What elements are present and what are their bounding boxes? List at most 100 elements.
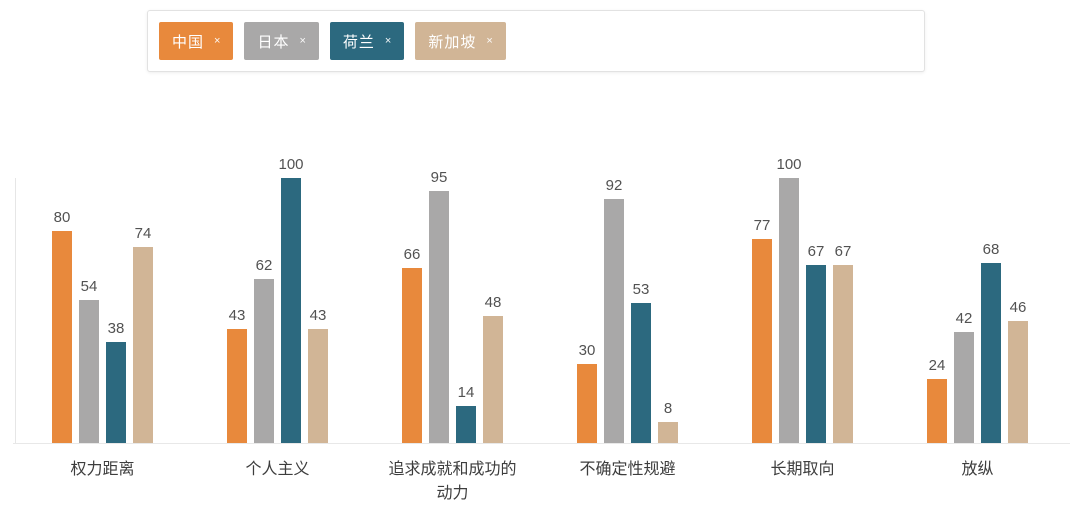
bar-group: 77 100 67 67 [715, 157, 890, 443]
bar [456, 405, 476, 443]
bar [483, 315, 503, 443]
bar-cell: 67 [833, 178, 853, 443]
legend-box: 中国 × 日本 × 荷兰 × 新加坡 × [147, 10, 925, 72]
bar-cell: 66 [402, 178, 422, 443]
bar [281, 178, 301, 443]
bar-value-label: 62 [255, 256, 273, 274]
legend-tag-label: 新加坡 [428, 33, 477, 51]
category-labels-row: 权力距离 个人主义 追求成就和成功的 动力 不确定性规避 长期取向 放纵 [15, 458, 1065, 506]
remove-icon[interactable]: × [384, 34, 392, 47]
bar-group: 66 95 14 48 [365, 170, 540, 443]
bar-value-label: 46 [1009, 299, 1027, 317]
legend-tag-4[interactable]: 新加坡 × [415, 22, 506, 60]
bar-groups-row: 80 54 38 74 43 62 100 43 66 95 14 48 30 92 53 8 77 100 67 6… [15, 157, 1065, 443]
y-axis-line [15, 178, 16, 443]
bar-value-label: 8 [663, 399, 673, 417]
bar-value-label: 68 [982, 240, 1000, 258]
category-label: 放纵 [961, 461, 994, 478]
bar-group: 30 92 53 8 [540, 178, 715, 443]
bar [806, 265, 826, 443]
bar-cell: 30 [577, 178, 597, 443]
bar-cell: 77 [752, 178, 772, 443]
category-label: 不确定性规避 [579, 461, 676, 478]
bar-value-label: 53 [632, 280, 650, 298]
bar [227, 329, 247, 443]
bar-cell: 38 [106, 178, 126, 443]
bar-value-label: 67 [807, 243, 825, 261]
bar-value-label: 30 [578, 341, 596, 359]
bar-cell: 95 [429, 170, 449, 443]
bar [779, 178, 799, 443]
bar [1008, 321, 1028, 443]
bar-value-label: 66 [403, 246, 421, 264]
bar-value-label: 100 [776, 156, 802, 173]
bar-value-label: 80 [53, 209, 71, 226]
bar [927, 379, 947, 443]
bar-cell: 100 [278, 157, 304, 443]
bar [79, 299, 99, 443]
bar-value-label: 24 [928, 357, 946, 375]
bar-cell: 80 [52, 178, 72, 443]
bar [133, 246, 153, 443]
bar-cell: 14 [456, 178, 476, 443]
bar-value-label: 67 [834, 243, 852, 261]
bar [106, 342, 126, 443]
bar-value-label: 74 [134, 224, 152, 242]
bar [631, 302, 651, 443]
bar-cell: 24 [927, 178, 947, 443]
bar-value-label: 38 [107, 320, 125, 338]
bar-group: 43 62 100 43 [190, 157, 365, 443]
bar-cell: 43 [227, 178, 247, 443]
legend-tag-label: 日本 [257, 33, 290, 51]
category-label: 个人主义 [245, 461, 310, 478]
bar-cell: 53 [631, 178, 651, 443]
bar-cell: 67 [806, 178, 826, 443]
bar-cell: 46 [1008, 178, 1028, 443]
bar [429, 191, 449, 443]
legend-tag-3[interactable]: 荷兰 × [329, 22, 405, 60]
legend-tag-label: 中国 [172, 33, 205, 51]
bar [254, 278, 274, 443]
category-label: 长期取向 [770, 461, 835, 478]
bar-value-label: 43 [228, 307, 246, 325]
legend-tag-label: 荷兰 [342, 33, 375, 51]
category-label: 追求成就和成功的 动力 [388, 461, 517, 502]
bar-cell: 8 [658, 178, 678, 443]
remove-icon[interactable]: × [299, 34, 306, 47]
bar-value-label: 43 [309, 307, 327, 325]
bar-group: 80 54 38 74 [15, 178, 190, 443]
legend-tag-2[interactable]: 日本 × [244, 22, 319, 60]
bar-value-label: 54 [80, 277, 98, 295]
bar-cell: 48 [483, 178, 503, 443]
bar-cell: 43 [308, 178, 328, 443]
bar-cell: 68 [981, 178, 1001, 443]
bar-value-label: 92 [605, 177, 623, 195]
bar-value-label: 95 [430, 169, 448, 187]
category-label: 权力距离 [70, 461, 135, 478]
legend-tag-1[interactable]: 中国 × [159, 22, 234, 60]
bar-group: 24 42 68 46 [890, 178, 1065, 443]
bar [954, 331, 974, 443]
bar [658, 421, 678, 443]
bar [577, 363, 597, 443]
bar [833, 265, 853, 443]
bar-value-label: 77 [753, 216, 771, 234]
bar-cell: 42 [954, 178, 974, 443]
bar-value-label: 14 [457, 383, 475, 401]
bar-value-label: 42 [955, 309, 973, 327]
bar [604, 199, 624, 443]
bar-cell: 74 [133, 178, 153, 443]
bar-cell: 92 [604, 178, 624, 443]
bar-value-label: 48 [484, 293, 502, 311]
bar [981, 262, 1001, 443]
bar-cell: 100 [776, 157, 802, 443]
bar-value-label: 100 [278, 156, 304, 173]
bar-cell: 62 [254, 178, 274, 443]
remove-icon[interactable]: × [214, 34, 221, 47]
bar [402, 268, 422, 443]
bar [308, 329, 328, 443]
bar [752, 238, 772, 443]
remove-icon[interactable]: × [486, 34, 493, 47]
bar-cell: 54 [79, 178, 99, 443]
